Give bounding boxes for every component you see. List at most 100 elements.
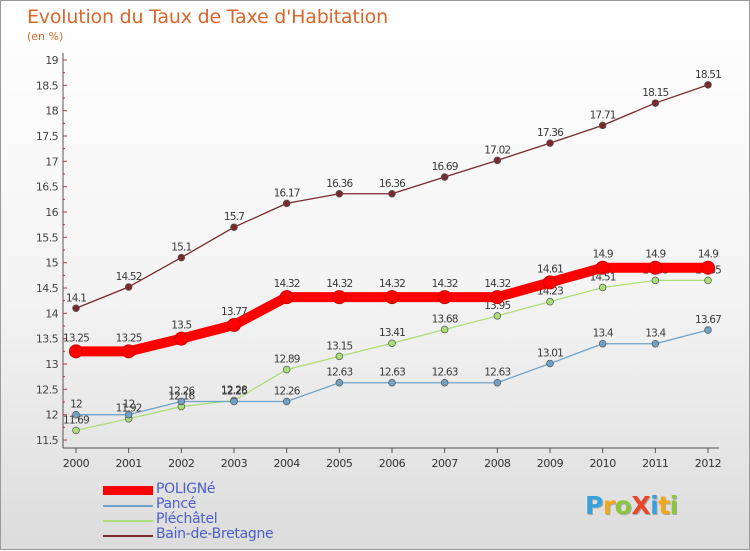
data-label: 14.9 [698, 249, 718, 261]
data-label: 12.63 [484, 367, 510, 379]
data-label: 17.71 [590, 109, 616, 121]
data-label: 18.51 [695, 69, 721, 81]
data-point [72, 426, 80, 435]
data-point [546, 297, 554, 306]
data-point [282, 397, 291, 406]
data-label: 16.36 [326, 178, 353, 190]
data-point [72, 410, 80, 419]
data-point [385, 290, 399, 305]
legend-swatch [103, 535, 153, 537]
data-point [598, 283, 607, 292]
y-tick-label: 14.5 [36, 282, 59, 295]
data-label: 11.69 [63, 414, 89, 426]
data-label: 16.17 [274, 187, 300, 199]
x-tick-label: 2004 [273, 457, 300, 470]
legend-item: Pléchâtel [103, 511, 303, 528]
legend-swatch [103, 505, 153, 507]
data-label: 14.61 [537, 263, 563, 275]
legend-item: POLIGNé [103, 481, 303, 498]
data-point [124, 283, 133, 291]
logo-letter: X [631, 491, 651, 520]
legend-label: Bain-de-Bretagne [156, 526, 274, 542]
data-label: 12.63 [326, 367, 352, 379]
data-point [490, 290, 505, 305]
data-point [704, 81, 712, 89]
data-label: 17.36 [537, 127, 564, 139]
data-point [69, 344, 83, 359]
legend-item: Pancé [103, 496, 303, 513]
data-point [493, 378, 502, 387]
data-label: 12.63 [432, 367, 458, 379]
data-label: 14.52 [116, 271, 142, 283]
legend-label: POLIGNé [156, 481, 216, 497]
data-point [493, 156, 502, 165]
data-point [177, 397, 186, 406]
data-label: 12 [123, 399, 135, 411]
logo-letter: r [602, 491, 615, 520]
data-point [177, 253, 186, 262]
x-tick-label: 2006 [379, 457, 406, 470]
logo-letter: o [614, 491, 632, 520]
x-tick-label: 2002 [168, 457, 194, 470]
data-label: 12.26 [274, 385, 301, 397]
data-label: 18.15 [642, 87, 668, 99]
data-label: 16.69 [432, 161, 458, 173]
data-point [388, 190, 396, 198]
data-label: 13.25 [63, 332, 89, 344]
legend-swatch [103, 486, 153, 495]
data-label: 13.95 [484, 300, 510, 312]
data-label: 13.4 [593, 328, 614, 340]
data-label: 12 [70, 399, 82, 411]
data-label: 14.1 [66, 292, 86, 304]
data-label: 14.9 [645, 249, 665, 261]
y-tick-label: 17 [45, 155, 58, 168]
data-label: 15.1 [171, 242, 191, 254]
data-label: 13.25 [116, 332, 142, 344]
data-point [335, 378, 344, 387]
data-label: 12.26 [221, 385, 248, 397]
data-label: 13.5 [171, 320, 191, 332]
x-tick-label: 2000 [63, 457, 90, 470]
data-point [651, 99, 660, 107]
logo-letter: t [658, 491, 670, 520]
legend-label: Pancé [156, 496, 197, 512]
y-tick-label: 11.5 [36, 434, 59, 447]
data-point [598, 121, 607, 130]
data-label: 14.9 [593, 249, 613, 261]
data-label: 14.32 [326, 278, 352, 290]
logo-letter: i [650, 491, 659, 520]
data-point [651, 276, 660, 285]
data-point [543, 275, 557, 290]
data-point [701, 260, 715, 275]
x-tick-label: 2007 [431, 457, 458, 470]
y-tick-label: 12 [45, 409, 58, 422]
data-label: 14.32 [379, 278, 405, 290]
x-tick-label: 2010 [589, 457, 616, 470]
data-point [72, 304, 80, 313]
data-point [227, 317, 241, 332]
data-label: 13.67 [695, 314, 721, 326]
data-point [704, 326, 712, 334]
data-label: 13.68 [432, 314, 458, 326]
x-tick-label: 2009 [537, 457, 564, 470]
legend-swatch [103, 520, 153, 522]
data-point [388, 339, 396, 347]
data-point [648, 260, 663, 275]
y-tick-label: 12.5 [36, 383, 59, 396]
y-tick-label: 17.5 [36, 130, 59, 143]
y-tick-label: 16 [45, 206, 58, 219]
data-label: 14.32 [274, 278, 300, 290]
data-point [121, 344, 136, 359]
y-tick-label: 15.5 [36, 231, 59, 244]
data-label: 14.32 [432, 278, 458, 290]
y-tick-label: 19 [45, 54, 58, 67]
data-point [282, 365, 291, 374]
data-label: 13.4 [645, 328, 666, 340]
data-point [332, 290, 347, 305]
x-tick-label: 2012 [695, 457, 721, 470]
data-point [595, 260, 610, 275]
data-point [282, 199, 291, 208]
logo-letter: P [585, 491, 603, 520]
